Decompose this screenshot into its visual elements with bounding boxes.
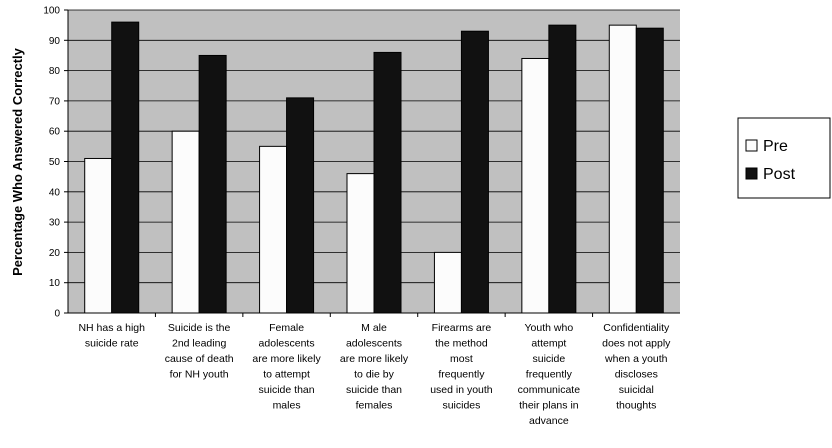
bar-pre xyxy=(171,130,200,314)
x-category-label: Firearms are xyxy=(432,322,492,334)
x-category-label: males xyxy=(273,400,301,412)
x-category-label: when a youth xyxy=(604,353,668,365)
y-tick-label: 20 xyxy=(49,248,61,259)
legend-swatch-pre xyxy=(745,139,758,152)
x-category-label: suicidal xyxy=(619,384,654,396)
bar-post xyxy=(111,21,140,314)
x-category-label: advance xyxy=(529,415,569,427)
y-tick-labels: 0 10 20 30 40 50 60 70 80 90 100 xyxy=(43,6,68,320)
x-category-label: communicate xyxy=(518,384,581,396)
x-category-label: suicide rate xyxy=(85,338,139,350)
x-category-label: to die by xyxy=(354,369,394,381)
x-category-label: most xyxy=(450,353,473,365)
y-tick-label: 40 xyxy=(49,187,61,198)
y-tick-label: 30 xyxy=(49,218,61,229)
x-category-label: suicide than xyxy=(346,384,402,396)
bar-post xyxy=(460,30,489,314)
x-category-label: Confidentiality xyxy=(603,322,670,334)
bar-pre xyxy=(346,173,375,314)
legend-box xyxy=(737,117,831,199)
x-category-label: cause of death xyxy=(165,353,234,365)
bar-post xyxy=(286,97,315,314)
bars xyxy=(84,21,664,314)
x-category-label: discloses xyxy=(615,369,658,381)
y-tick-label: 90 xyxy=(49,36,61,47)
x-category-label: suicides xyxy=(442,400,480,412)
x-category-label: females xyxy=(356,400,393,412)
y-tick-label: 50 xyxy=(49,157,61,168)
x-category-label: the method xyxy=(435,338,488,350)
x-category-label: M ale xyxy=(361,322,387,334)
bar-post xyxy=(635,27,664,314)
x-category-label: Youth who xyxy=(525,322,574,334)
bar-post xyxy=(198,54,227,314)
x-category-label: suicide xyxy=(533,353,566,365)
x-category-label: are more likely xyxy=(340,353,409,365)
y-tick-label: 70 xyxy=(49,96,61,107)
y-tick-label: 60 xyxy=(49,127,61,138)
x-category-label: Female xyxy=(269,322,304,334)
x-category-labels: NH has a high suicide rate Suicide is the 2… xyxy=(78,313,671,427)
x-category-label: suicide than xyxy=(259,384,315,396)
y-tick-label: 10 xyxy=(49,278,61,289)
bar-pre xyxy=(433,251,462,314)
bar-post xyxy=(548,24,577,314)
bar-post xyxy=(373,51,402,314)
y-tick-label: 0 xyxy=(54,309,60,320)
x-category-label: 2nd leading xyxy=(172,338,226,350)
x-category-label: to attempt xyxy=(263,369,310,381)
legend: Pre Post xyxy=(737,117,831,199)
legend-label-post: Post xyxy=(763,166,796,183)
y-tick-label: 80 xyxy=(49,66,61,77)
x-category-label: for NH youth xyxy=(170,369,229,381)
bar-pre xyxy=(259,145,288,314)
y-axis-label: Percentage Who Answered Correctly xyxy=(10,47,25,276)
x-category-label: used in youth xyxy=(430,384,493,396)
bar-pre xyxy=(521,57,550,314)
x-category-label: does not apply xyxy=(602,338,671,350)
legend-swatch-post xyxy=(745,167,758,180)
x-category-label: adolescents xyxy=(259,338,315,350)
x-category-label: are more likely xyxy=(252,353,321,365)
bar-pre xyxy=(608,24,637,314)
y-tick-label: 100 xyxy=(43,6,60,17)
x-category-label: thoughts xyxy=(616,400,656,412)
x-category-label: attempt xyxy=(531,338,566,350)
legend-label-pre: Pre xyxy=(763,138,788,155)
bar-pre xyxy=(84,157,113,314)
x-category-label: their plans in xyxy=(519,400,579,412)
x-category-label: frequently xyxy=(526,369,573,381)
x-category-label: adolescents xyxy=(346,338,402,350)
x-category-label: Suicide is the xyxy=(168,322,231,334)
x-category-label: frequently xyxy=(438,369,485,381)
x-category-label: NH has a high xyxy=(78,322,145,334)
